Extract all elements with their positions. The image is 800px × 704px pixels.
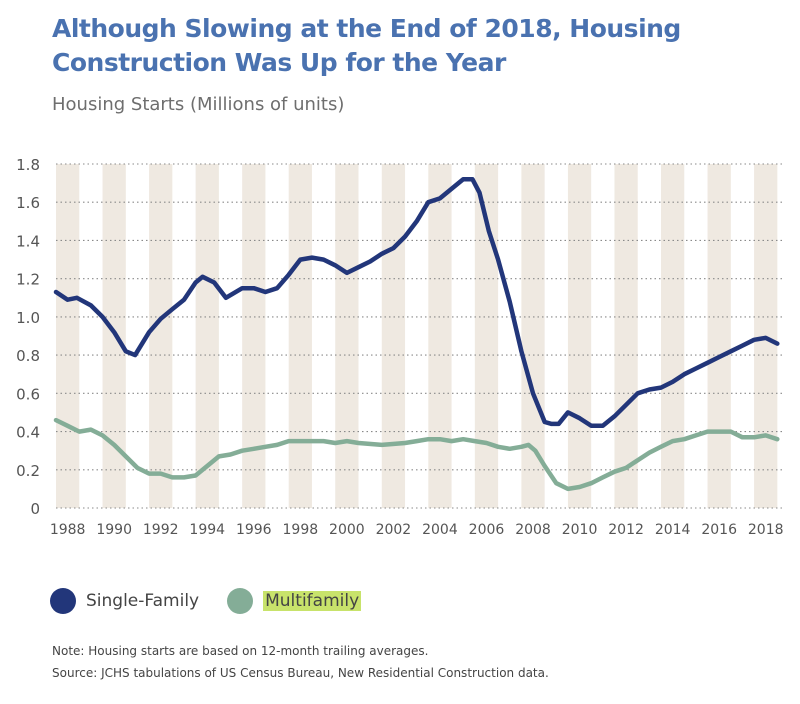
legend-swatch-multifamily <box>227 588 254 614</box>
y-tick-label: 0.4 <box>16 424 40 442</box>
year-band <box>614 164 638 508</box>
x-tick-label: 2000 <box>329 522 365 538</box>
line-chart: 0 0.2 0.4 0.6 0.8 1.0 1.2 1.4 1.6 1.8 1988 1990 1992… <box>16 156 784 538</box>
y-tick-label: 0.6 <box>16 385 40 403</box>
x-tick-label: 2002 <box>376 522 412 538</box>
x-tick-label: 1988 <box>50 522 86 538</box>
year-band <box>661 164 685 508</box>
legend-label-single-family: Single-Family <box>86 591 200 611</box>
year-band <box>474 164 499 508</box>
year-band <box>707 164 731 508</box>
x-tick-label: 2006 <box>469 522 505 538</box>
chart-notes: Note: Housing starts are based on 12-mon… <box>52 640 549 684</box>
legend-swatch-single-family <box>50 588 76 614</box>
year-band <box>242 164 266 508</box>
x-tick-label: 2008 <box>515 522 551 538</box>
year-band <box>567 164 592 508</box>
y-tick-label: 1.8 <box>16 156 40 174</box>
source-text: Source: JCHS tabulations of US Census Bu… <box>52 666 549 680</box>
year-band <box>195 164 219 508</box>
x-tick-label: 2016 <box>701 522 737 538</box>
year-band <box>521 164 545 508</box>
year-band <box>288 164 312 508</box>
x-tick-label: 1998 <box>283 522 319 538</box>
year-band <box>335 164 359 508</box>
year-band <box>149 164 173 508</box>
x-tick-label: 2004 <box>422 522 458 538</box>
legend-item-multifamily: Multifamily <box>227 588 362 614</box>
y-tick-label: 1.0 <box>16 309 40 327</box>
x-tick-label: 1990 <box>96 522 132 538</box>
y-tick-label: 1.2 <box>16 271 40 289</box>
legend-item-single-family: Single-Family <box>50 588 199 614</box>
x-tick-label: 2014 <box>655 522 691 538</box>
x-tick-label: 1994 <box>189 522 225 538</box>
y-tick-label: 1.6 <box>16 194 40 212</box>
chart-title: Although Slowing at the End of 2018, Hou… <box>52 14 681 77</box>
year-band <box>56 164 80 508</box>
year-band <box>381 164 406 508</box>
multifamily-line <box>53 417 780 492</box>
single-family-line <box>53 177 780 429</box>
y-tick-label: 0.2 <box>16 462 40 480</box>
note-text: Note: Housing starts are based on 12-mon… <box>52 644 429 658</box>
legend-label-multifamily: Multifamily <box>263 591 362 611</box>
x-tick-label: 2012 <box>608 522 644 538</box>
year-band <box>428 164 452 508</box>
y-tick-label: 0.8 <box>16 347 40 365</box>
x-tick-label: 1992 <box>143 522 179 538</box>
y-tick-label: 1.4 <box>16 232 40 250</box>
y-tick-label: 0 <box>30 500 40 518</box>
x-tick-label: 1996 <box>236 522 272 538</box>
legend: Single-Family Multifamily <box>50 588 389 614</box>
x-tick-label: 2010 <box>562 522 598 538</box>
x-tick-label: 2018 <box>748 522 784 538</box>
chart-subtitle: Housing Starts (Millions of units) <box>52 94 345 115</box>
